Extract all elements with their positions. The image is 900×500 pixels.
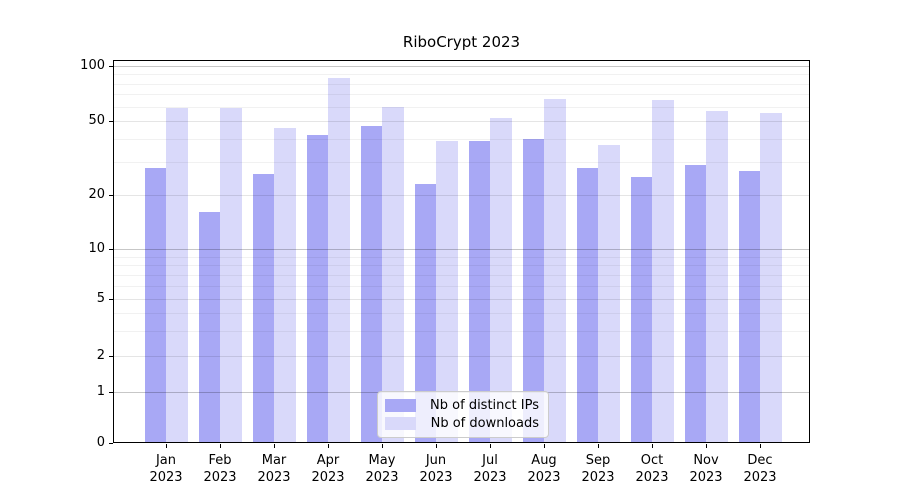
- x-tick-mark: [273, 444, 275, 448]
- gridline: [114, 285, 809, 287]
- y-tick-mark: [109, 299, 113, 300]
- bar-downloads-jul: [490, 117, 512, 443]
- gridline: [114, 139, 809, 141]
- bar-distinct-ips-feb: [198, 212, 220, 443]
- legend-entry-distinct-ips: Nb of distinct IPs: [385, 397, 539, 414]
- x-tick-label-mar: Mar 2023: [257, 453, 291, 485]
- legend-swatch-distinct-ips: [385, 399, 416, 412]
- x-tick-mark: [489, 444, 491, 448]
- bar-downloads-jun: [436, 141, 458, 443]
- bar-downloads-may: [382, 106, 404, 443]
- legend-label-distinct-ips: Nb of distinct IPs: [430, 398, 539, 413]
- bar-downloads-nov: [706, 110, 728, 443]
- y-tick-label: 0: [96, 435, 105, 450]
- y-tick-mark: [109, 66, 113, 67]
- y-tick-label: 2: [96, 348, 105, 363]
- bar-distinct-ips-sep: [576, 167, 598, 443]
- legend-entry-downloads: Nb of downloads: [385, 415, 539, 432]
- gridline: [114, 83, 809, 85]
- gridline: [114, 106, 809, 108]
- gridline: [114, 256, 809, 258]
- x-tick-mark: [759, 444, 761, 448]
- y-tick-label: 50: [88, 113, 105, 128]
- bar-distinct-ips-nov: [684, 164, 706, 443]
- gridline: [114, 299, 809, 300]
- bar-downloads-feb: [220, 107, 242, 443]
- bar-downloads-sep: [598, 145, 620, 443]
- bar-downloads-aug: [544, 98, 566, 443]
- gridline: [114, 265, 809, 267]
- x-tick-mark: [165, 444, 167, 448]
- gridline: [114, 330, 809, 332]
- bar-distinct-ips-aug: [522, 139, 544, 443]
- x-tick-label-nov: Nov 2023: [689, 453, 723, 485]
- gridline: [114, 162, 809, 164]
- gridline: [114, 312, 809, 314]
- gridline: [114, 249, 809, 250]
- x-tick-mark: [381, 444, 383, 448]
- x-tick-label-oct: Oct 2023: [635, 453, 669, 485]
- y-tick-label: 10: [88, 241, 105, 256]
- bar-distinct-ips-oct: [630, 176, 652, 443]
- x-tick-label-jul: Jul 2023: [473, 453, 507, 485]
- legend-swatch-downloads: [385, 417, 416, 430]
- bar-distinct-ips-jun: [414, 183, 436, 443]
- x-tick-label-feb: Feb 2023: [203, 453, 237, 485]
- x-tick-label-jan: Jan 2023: [149, 453, 183, 485]
- bar-distinct-ips-mar: [252, 173, 274, 443]
- gridline: [114, 121, 809, 122]
- x-tick-mark: [327, 444, 329, 448]
- bar-downloads-mar: [274, 127, 296, 443]
- y-tick-mark: [109, 392, 113, 393]
- y-tick-label: 1: [96, 384, 105, 399]
- y-tick-mark: [109, 121, 113, 122]
- x-tick-mark: [705, 444, 707, 448]
- legend-label-downloads: Nb of downloads: [430, 416, 539, 431]
- x-tick-mark: [651, 444, 653, 448]
- y-tick-mark: [109, 249, 113, 250]
- bar-distinct-ips-dec: [738, 170, 760, 443]
- bar-downloads-jan: [166, 107, 188, 443]
- x-tick-label-apr: Apr 2023: [311, 453, 345, 485]
- legend: Nb of distinct IPs Nb of downloads: [377, 391, 549, 438]
- x-tick-mark: [597, 444, 599, 448]
- y-tick-label: 100: [80, 58, 105, 73]
- y-tick-mark: [109, 195, 113, 196]
- x-tick-label-aug: Aug 2023: [527, 453, 561, 485]
- bar-downloads-dec: [760, 113, 782, 443]
- y-tick-label: 5: [96, 291, 105, 306]
- chart-title: RiboCrypt 2023: [402, 33, 521, 51]
- gridline: [114, 74, 809, 76]
- bar-downloads-oct: [652, 100, 674, 443]
- x-tick-label-dec: Dec 2023: [743, 453, 777, 485]
- y-tick-mark: [109, 443, 113, 444]
- x-tick-label-may: May 2023: [365, 453, 399, 485]
- y-tick-label: 20: [88, 187, 105, 202]
- gridline: [114, 274, 809, 276]
- bar-distinct-ips-jul: [468, 141, 490, 443]
- gridline: [114, 195, 809, 196]
- bar-downloads-apr: [328, 77, 350, 443]
- x-tick-label-sep: Sep 2023: [581, 453, 615, 485]
- gridline: [114, 94, 809, 96]
- bar-distinct-ips-may: [360, 125, 382, 443]
- x-tick-mark: [435, 444, 437, 448]
- gridline: [114, 356, 809, 357]
- x-tick-label-jun: Jun 2023: [419, 453, 453, 485]
- y-tick-mark: [109, 356, 113, 357]
- gridline: [114, 66, 809, 67]
- x-tick-mark: [543, 444, 545, 448]
- bar-distinct-ips-apr: [306, 135, 328, 443]
- x-tick-mark: [219, 444, 221, 448]
- bar-distinct-ips-jan: [144, 167, 166, 443]
